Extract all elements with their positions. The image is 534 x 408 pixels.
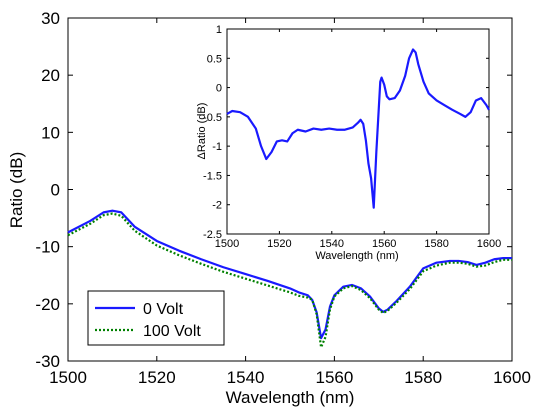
legend-label-0-volt: 0 Volt	[143, 301, 184, 318]
main-xtick-label: 1560	[315, 368, 353, 387]
inset-xtick-label: 1560	[372, 238, 396, 250]
main-xtick-label: 1500	[49, 368, 87, 387]
inset-ytick-label: -1	[212, 141, 222, 153]
legend: 0 Volt 100 Volt	[87, 290, 225, 346]
main-xtick-label: 1580	[404, 368, 442, 387]
inset-ytick-label: -2	[212, 200, 222, 212]
main-series	[67, 209, 512, 349]
inset-xtick-label: 1580	[424, 238, 448, 250]
inset-xtick-label: 1500	[215, 238, 239, 250]
main-ytick-label: 0	[51, 181, 60, 200]
main-xtick-label: 1540	[227, 368, 265, 387]
inset-ticks	[226, 28, 490, 235]
inset-series-line-0	[226, 48, 490, 209]
inset-xtick-label: 1520	[267, 238, 291, 250]
main-xtick-label: 1600	[493, 368, 531, 387]
inset-tick-labels: 1500 1520 1540 1560 1580 1600 -2.5 -2 -1.5 -1 -0.5…	[203, 24, 501, 250]
main-series-line-0	[67, 209, 512, 340]
inset-xtick-label: 1600	[477, 238, 501, 250]
main-ytick-label: -20	[35, 295, 60, 314]
inset-ytick-label: -0.5	[203, 112, 222, 124]
main-ytick-label: -30	[35, 352, 60, 371]
inset-ytick-label: 1	[216, 24, 222, 36]
inset-ytick-label: 0.5	[207, 53, 222, 65]
main-ytick-label: -10	[35, 238, 60, 257]
legend-box	[87, 290, 225, 346]
main-xtick-label: 1520	[138, 368, 176, 387]
main-ytick-label: 20	[41, 66, 60, 85]
main-ytick-label: 30	[41, 9, 60, 28]
main-ticks	[67, 17, 513, 362]
inset-ytick-label: -1.5	[203, 170, 222, 182]
inset-series	[226, 48, 490, 209]
main-ytick-label: 10	[41, 123, 60, 142]
main-y-axis-label: Ratio (dB)	[7, 152, 26, 229]
inset-x-axis-label: Wavelength (nm)	[315, 250, 398, 262]
inset-y-axis-label: ΔRatio (dB)	[196, 103, 208, 160]
main-x-axis-label: Wavelength (nm)	[226, 388, 355, 407]
legend-label-100-volt: 100 Volt	[143, 323, 201, 340]
inset-plot-frame	[226, 28, 490, 235]
inset-ytick-label: 0	[216, 83, 222, 95]
inset-ytick-label: -2.5	[203, 229, 222, 241]
main-series-line-1	[67, 212, 512, 349]
inset-xtick-label: 1540	[320, 238, 344, 250]
